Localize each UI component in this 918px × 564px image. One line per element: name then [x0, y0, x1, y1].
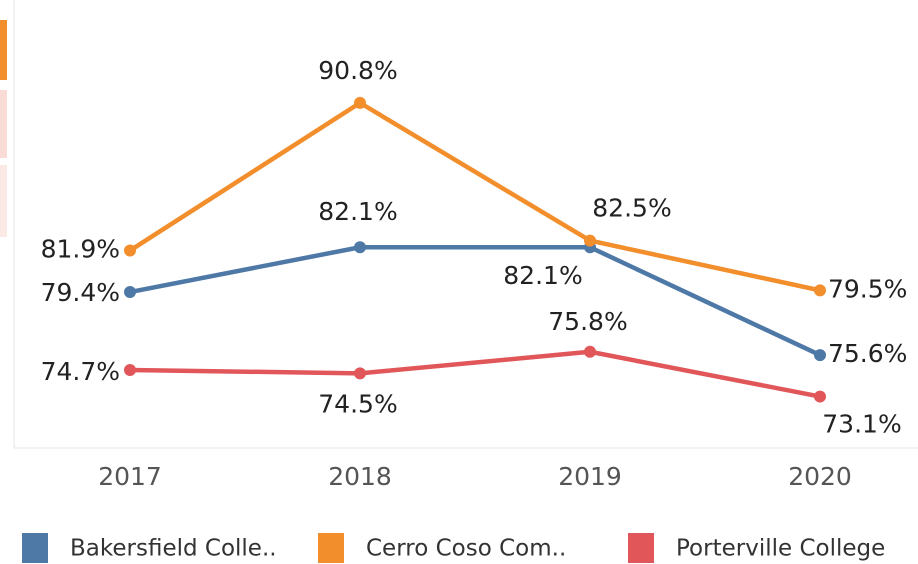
- x-tick-label: 2019: [558, 462, 622, 491]
- side-tab: [0, 20, 7, 80]
- data-point: [584, 345, 596, 358]
- data-label: 82.1%: [503, 261, 582, 290]
- x-tick-label: 2017: [98, 462, 162, 491]
- data-point: [584, 234, 596, 247]
- data-point: [354, 241, 366, 254]
- legend-swatch: [628, 533, 654, 563]
- data-point: [124, 286, 136, 299]
- data-point: [354, 367, 366, 380]
- legend-label: Cerro Coso Com..: [366, 536, 566, 562]
- data-label: 74.5%: [318, 389, 397, 418]
- data-label: 79.5%: [828, 274, 907, 303]
- side-tab: [0, 90, 7, 158]
- legend-swatch: [318, 533, 344, 563]
- data-label: 75.6%: [828, 339, 907, 368]
- data-point: [814, 349, 826, 362]
- data-point: [354, 96, 366, 109]
- data-label: 75.8%: [548, 307, 627, 336]
- series-line: [128, 100, 821, 293]
- legend-label: Bakersfield Colle..: [70, 536, 277, 562]
- data-label: 81.9%: [41, 235, 120, 264]
- data-point: [124, 364, 136, 377]
- data-point: [814, 390, 826, 403]
- data-label: 82.1%: [318, 197, 397, 226]
- x-tick-label: 2018: [328, 462, 392, 491]
- series-line: [129, 244, 821, 358]
- data-point: [124, 244, 136, 257]
- data-label: 90.8%: [318, 56, 397, 85]
- side-tab: [0, 165, 7, 237]
- data-label: 73.1%: [822, 410, 901, 439]
- series-line: [129, 349, 821, 399]
- data-label: 82.5%: [592, 194, 671, 223]
- data-label: 79.4%: [41, 278, 120, 307]
- legend-label: Porterville College: [676, 536, 885, 562]
- x-tick-label: 2020: [788, 462, 852, 491]
- data-point: [814, 284, 826, 297]
- legend-swatch: [22, 533, 48, 563]
- data-label: 74.7%: [41, 357, 120, 386]
